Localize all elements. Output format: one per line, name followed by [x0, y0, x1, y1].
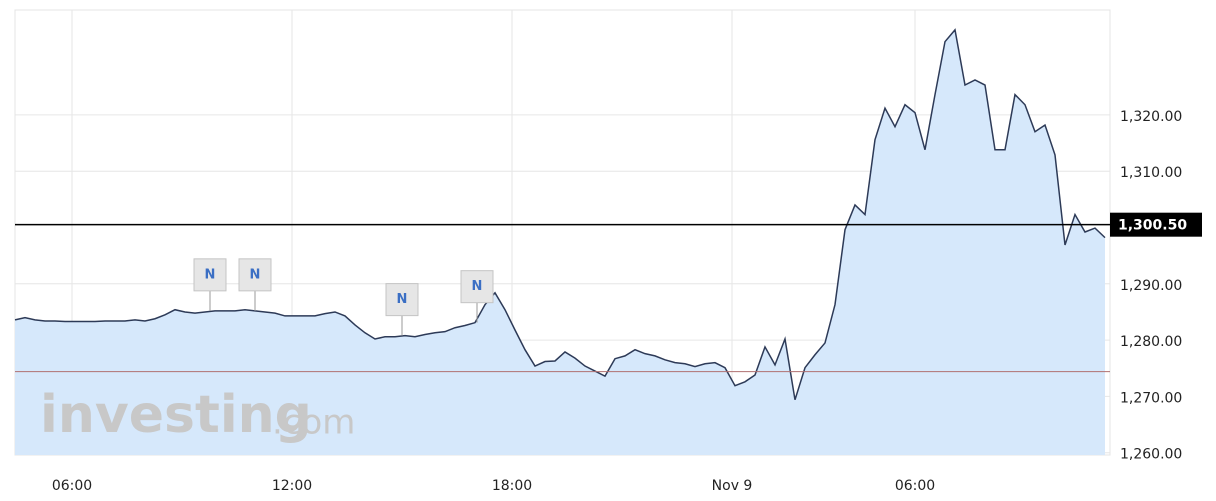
news-marker — [385, 283, 419, 317]
current-price-label: 1,300.50 — [1118, 218, 1187, 234]
x-tick-label: Nov 9 — [712, 478, 753, 494]
news-marker — [238, 258, 272, 292]
watermark-brand: investing — [40, 385, 312, 445]
x-tick-label: 12:00 — [272, 478, 312, 494]
area-fill — [15, 29, 1105, 455]
y-tick-label: 1,270.00 — [1120, 390, 1182, 406]
x-tick-label: 06:00 — [52, 478, 92, 494]
news-marker-label: N — [472, 279, 483, 294]
y-tick-label: 1,280.00 — [1120, 334, 1182, 350]
y-tick-label: 1,320.00 — [1120, 109, 1182, 125]
x-tick-label: 18:00 — [492, 478, 532, 494]
news-marker — [193, 258, 227, 292]
price-line — [14, 28, 1106, 401]
y-tick-label: 1,290.00 — [1120, 278, 1182, 294]
news-marker-label: N — [205, 267, 216, 282]
watermark-suffix: .com — [272, 403, 355, 443]
news-marker-label: N — [250, 267, 261, 282]
y-tick-label: 1,310.00 — [1120, 165, 1182, 181]
news-marker — [460, 270, 494, 304]
news-marker-label: N — [397, 292, 408, 307]
current-price-box — [1110, 212, 1202, 237]
x-tick-label: 06:00 — [895, 478, 935, 494]
y-tick-label: 1,260.00 — [1120, 447, 1182, 463]
